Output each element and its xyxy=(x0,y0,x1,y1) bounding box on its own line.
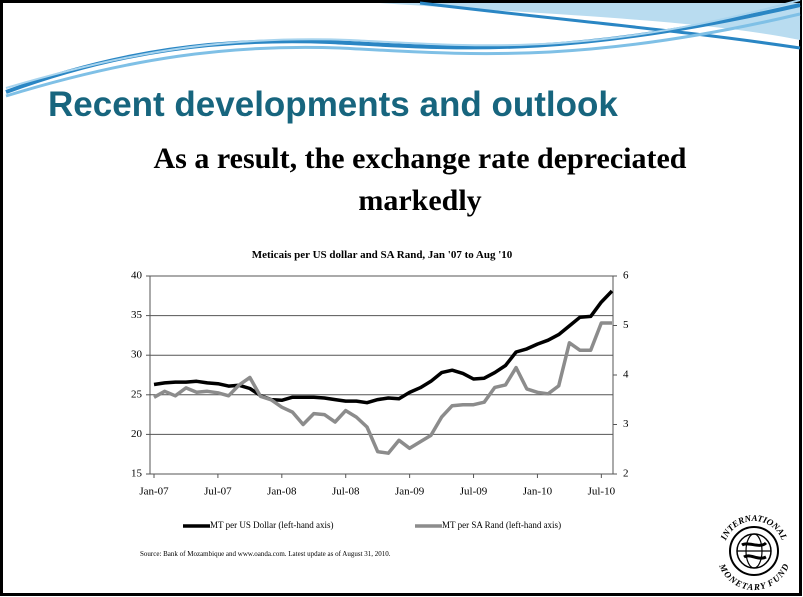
y2-tick-label: 4 xyxy=(623,369,629,381)
y-tick-label: 15 xyxy=(131,468,143,480)
x-tick-label: Jan-07 xyxy=(139,486,169,498)
data-line xyxy=(153,289,614,405)
x-tick-label: Jul-10 xyxy=(588,486,616,498)
y2-tick-label: 3 xyxy=(623,418,629,430)
x-tick-label: Jan-09 xyxy=(395,486,425,498)
legend-label: MT per SA Rand (left-hand axis) xyxy=(442,520,561,530)
slide-subtitle: markedly xyxy=(358,184,481,217)
y2-tick-label: 5 xyxy=(623,319,629,331)
y-tick-label: 30 xyxy=(131,349,143,361)
chart-title: Meticais per US dollar and SA Rand, Jan … xyxy=(252,249,513,261)
chart: 15 20 25 30 35 40 2 3 4 5 6 Jan-07 Jul-07 Jan-08 Jul-0… xyxy=(131,270,629,531)
y2-tick-label: 2 xyxy=(623,468,629,480)
slide-title: Recent developments and outlook xyxy=(48,85,618,124)
x-tick-label: Jan-10 xyxy=(523,486,553,498)
slide-subtitle: As a result, the exchange rate depreciat… xyxy=(154,142,687,175)
legend-label: MT per US Dollar (left-hand axis) xyxy=(210,520,334,530)
x-tick-label: Jul-08 xyxy=(332,486,360,498)
x-tick-label: Jul-09 xyxy=(460,486,488,498)
x-tick-label: Jul-07 xyxy=(204,486,232,498)
y2-tick-label: 6 xyxy=(623,270,629,282)
header-wave xyxy=(5,0,801,98)
y-tick-label: 20 xyxy=(131,428,143,440)
x-tick-label: Jan-08 xyxy=(267,486,297,498)
data-line xyxy=(153,321,612,455)
source-note: Source: Bank of Mozambique and www.oanda… xyxy=(140,550,391,558)
y-tick-label: 25 xyxy=(131,388,143,400)
y-tick-label: 40 xyxy=(131,270,143,282)
y-tick-label: 35 xyxy=(131,309,143,321)
